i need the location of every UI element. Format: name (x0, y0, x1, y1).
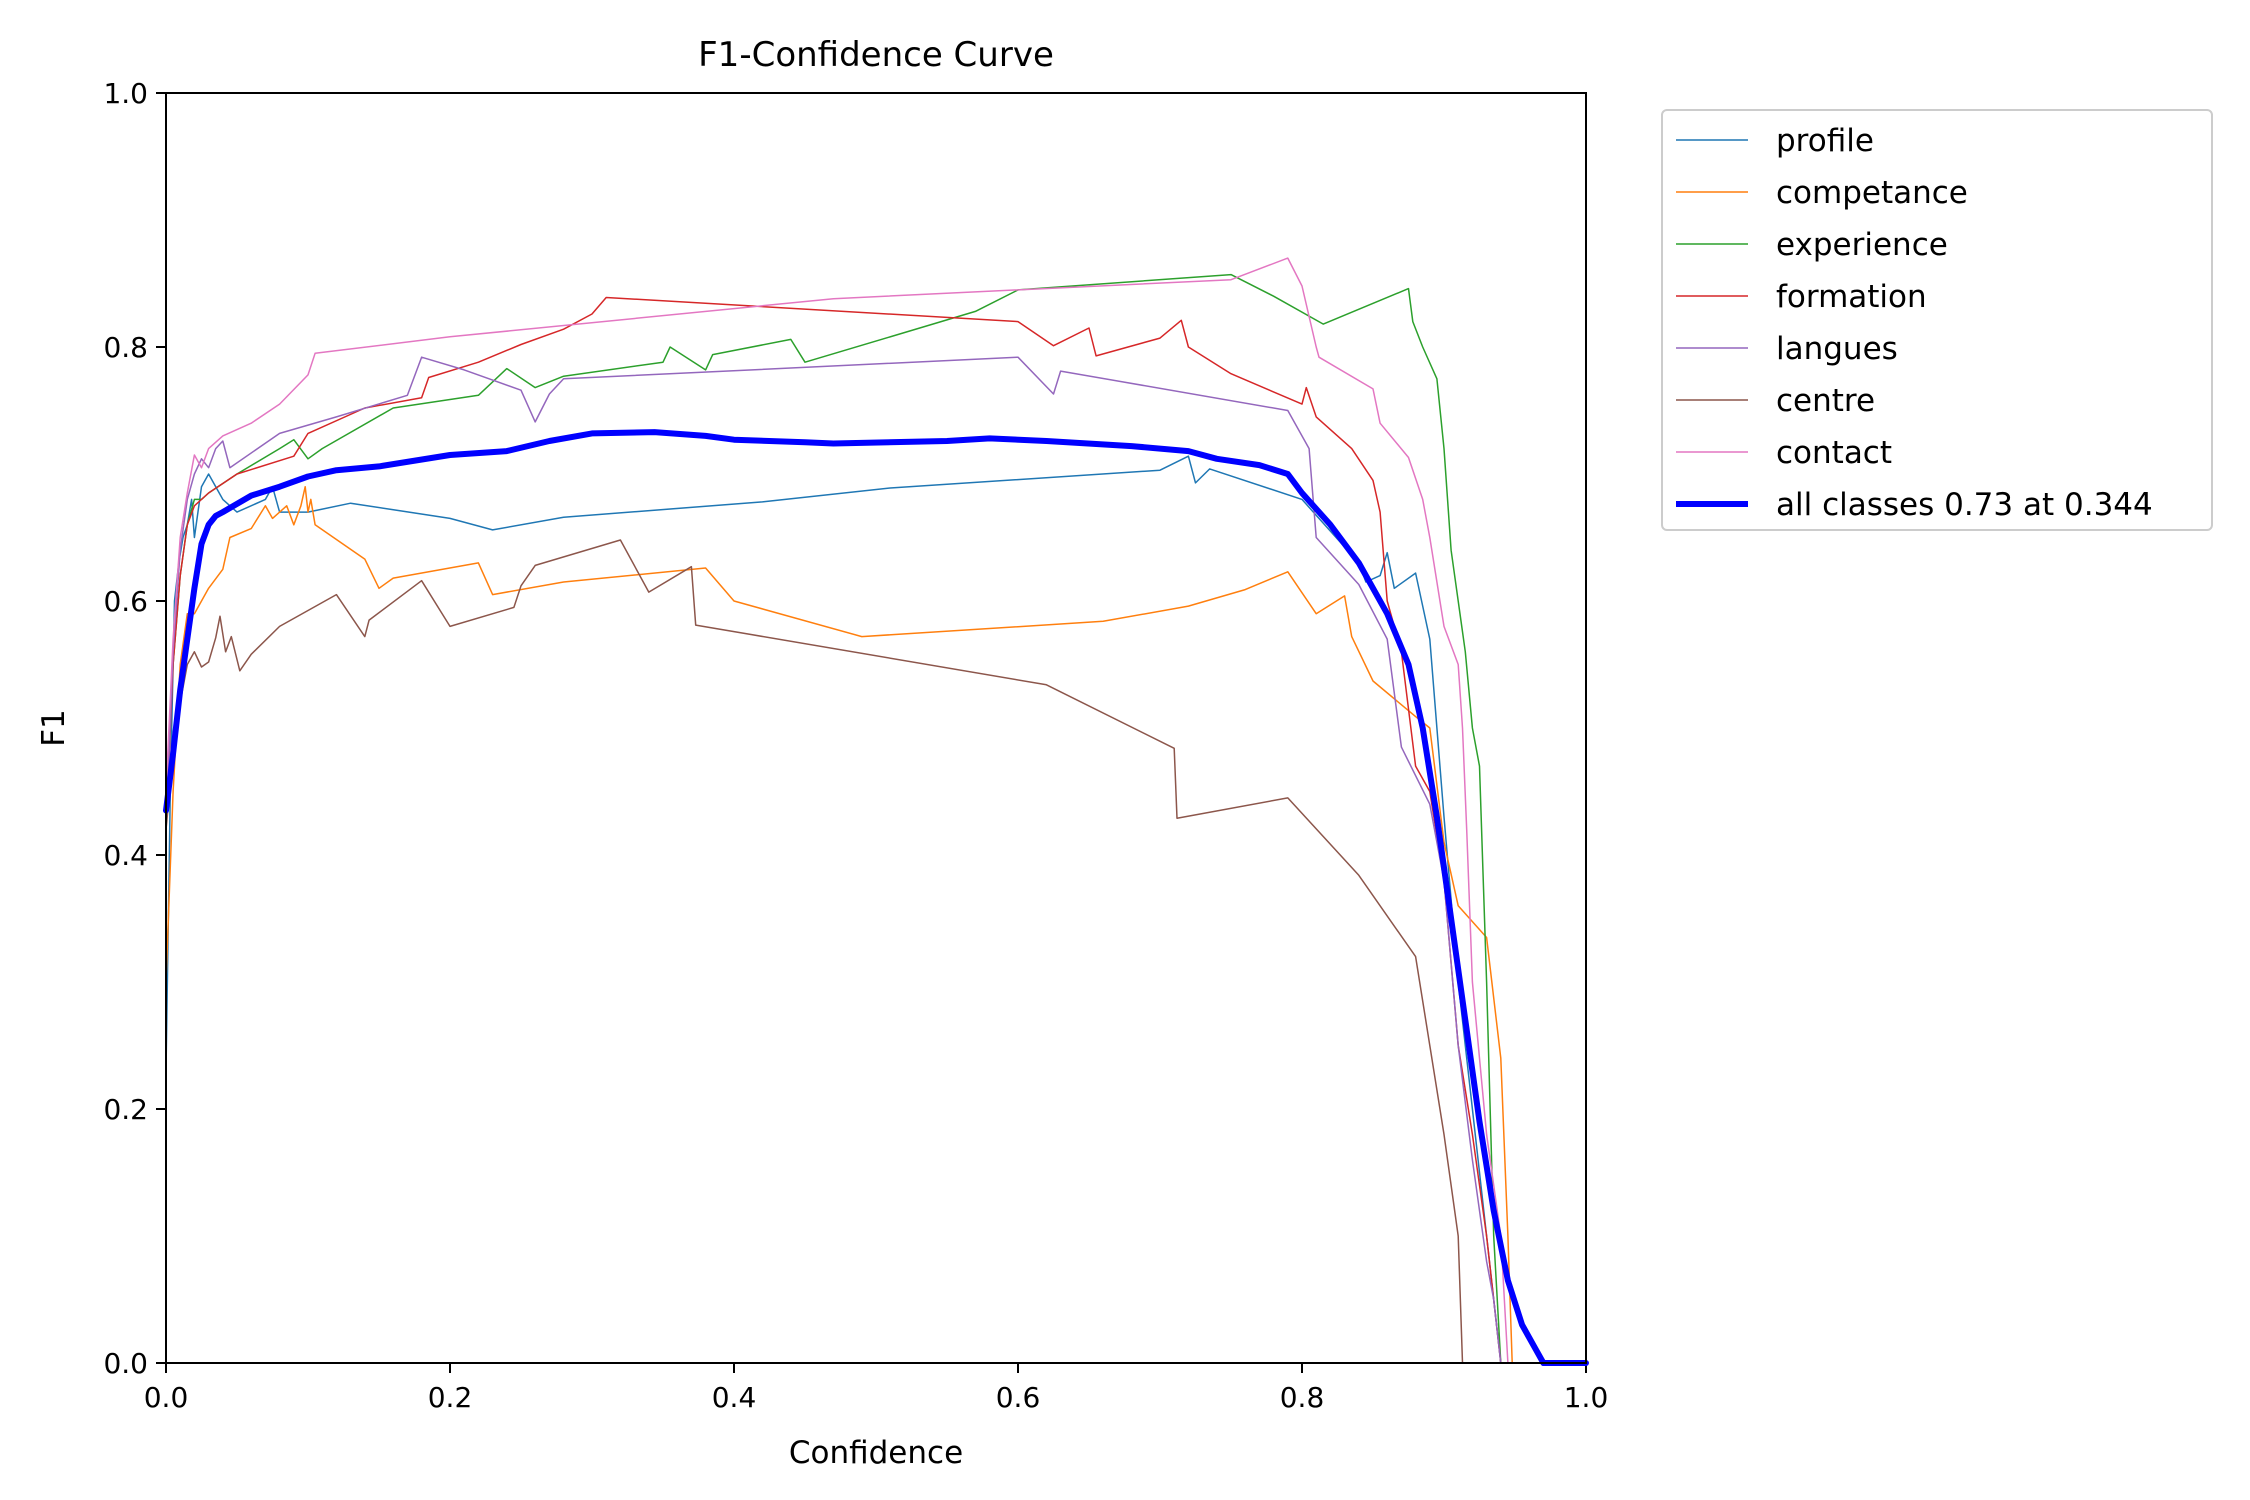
x-axis-label: Confidence (789, 1435, 963, 1471)
series-line-profile (165, 455, 1587, 1364)
chart-title: F1-Confidence Curve (698, 35, 1054, 75)
legend-label: experience (1776, 227, 1948, 263)
series-line-centre (165, 539, 1587, 1364)
legend: profile competance experience formation lang… (1661, 109, 2213, 531)
x-tick-label: 0.6 (996, 1381, 1041, 1414)
legend-label: all classes 0.73 at 0.344 (1776, 487, 2153, 523)
y-tick-label: 0.4 (103, 839, 148, 872)
axes: 0.0 0.2 0.4 0.6 0.8 1.0 0.0 0.2 0.4 0.6 0.8 1.0 (103, 77, 1608, 1414)
legend-frame (1661, 109, 2213, 531)
y-tick-label: 0.0 (103, 1347, 148, 1380)
legend-label: profile (1776, 123, 1874, 159)
y-tick-label: 0.6 (103, 585, 148, 618)
x-tick-label: 1.0 (1564, 1381, 1609, 1414)
series-line-competance (165, 485, 1587, 1364)
series-line-formation (165, 296, 1587, 1364)
x-tick-label: 0.0 (144, 1381, 189, 1414)
legend-label: contact (1776, 435, 1892, 471)
y-tick-label: 0.2 (103, 1093, 148, 1126)
legend-label: formation (1776, 279, 1927, 315)
series-line-experience (165, 273, 1587, 1364)
legend-label: centre (1776, 383, 1875, 419)
plot-frame (165, 92, 1587, 1364)
x-tick-label: 0.2 (428, 1381, 473, 1414)
series-line-all (163, 429, 1589, 1366)
legend-label: langues (1776, 331, 1898, 367)
y-axis-label: F1 (36, 709, 72, 747)
legend-label: competance (1776, 175, 1968, 211)
series-line-contact (165, 257, 1587, 1364)
series-lines (163, 257, 1589, 1366)
y-tick-label: 1.0 (103, 77, 148, 110)
x-tick-label: 0.4 (712, 1381, 757, 1414)
series-line-langues (165, 356, 1587, 1364)
y-tick-label: 0.8 (103, 331, 148, 364)
x-tick-label: 0.8 (1280, 1381, 1325, 1414)
